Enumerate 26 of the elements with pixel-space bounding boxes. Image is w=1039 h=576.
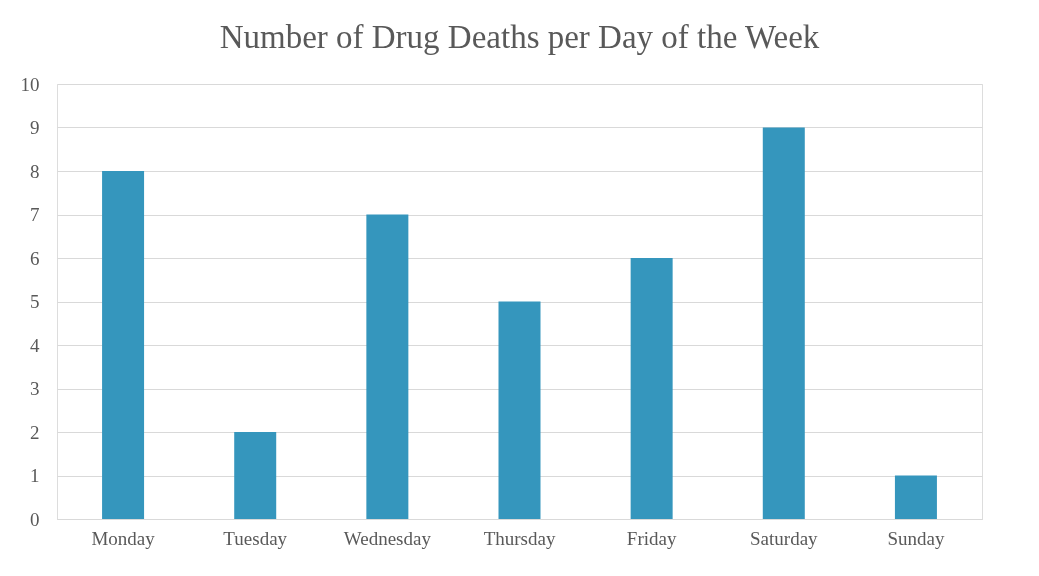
y-tick-label: 0 (30, 508, 40, 530)
x-tick-label: Sunday (887, 527, 945, 549)
y-tick-label: 6 (30, 247, 40, 269)
chart-title: Number of Drug Deaths per Day of the Week (219, 19, 820, 55)
bar (366, 214, 409, 519)
x-tick-label: Thursday (483, 527, 556, 549)
bar (894, 475, 937, 519)
x-tick-label: Tuesday (223, 527, 288, 549)
y-tick-label: 1 (30, 465, 40, 486)
bar (102, 171, 145, 519)
bar (762, 127, 805, 519)
y-tick-label: 4 (30, 334, 40, 356)
y-tick-label: 8 (30, 160, 40, 182)
y-tick-label: 5 (30, 291, 40, 312)
x-tick-label: Wednesday (343, 527, 432, 549)
y-tick-label: 3 (30, 378, 40, 399)
x-tick-label: Monday (91, 527, 156, 549)
bar (498, 301, 541, 519)
x-tick-label: Saturday (750, 527, 819, 549)
x-tick-label: Friday (626, 527, 677, 549)
y-tick-label: 2 (30, 421, 40, 443)
bar (630, 258, 673, 519)
y-tick-label: 9 (30, 117, 40, 138)
y-tick-label: 7 (30, 204, 40, 225)
y-tick-label: 10 (20, 73, 40, 95)
bar (234, 432, 277, 519)
